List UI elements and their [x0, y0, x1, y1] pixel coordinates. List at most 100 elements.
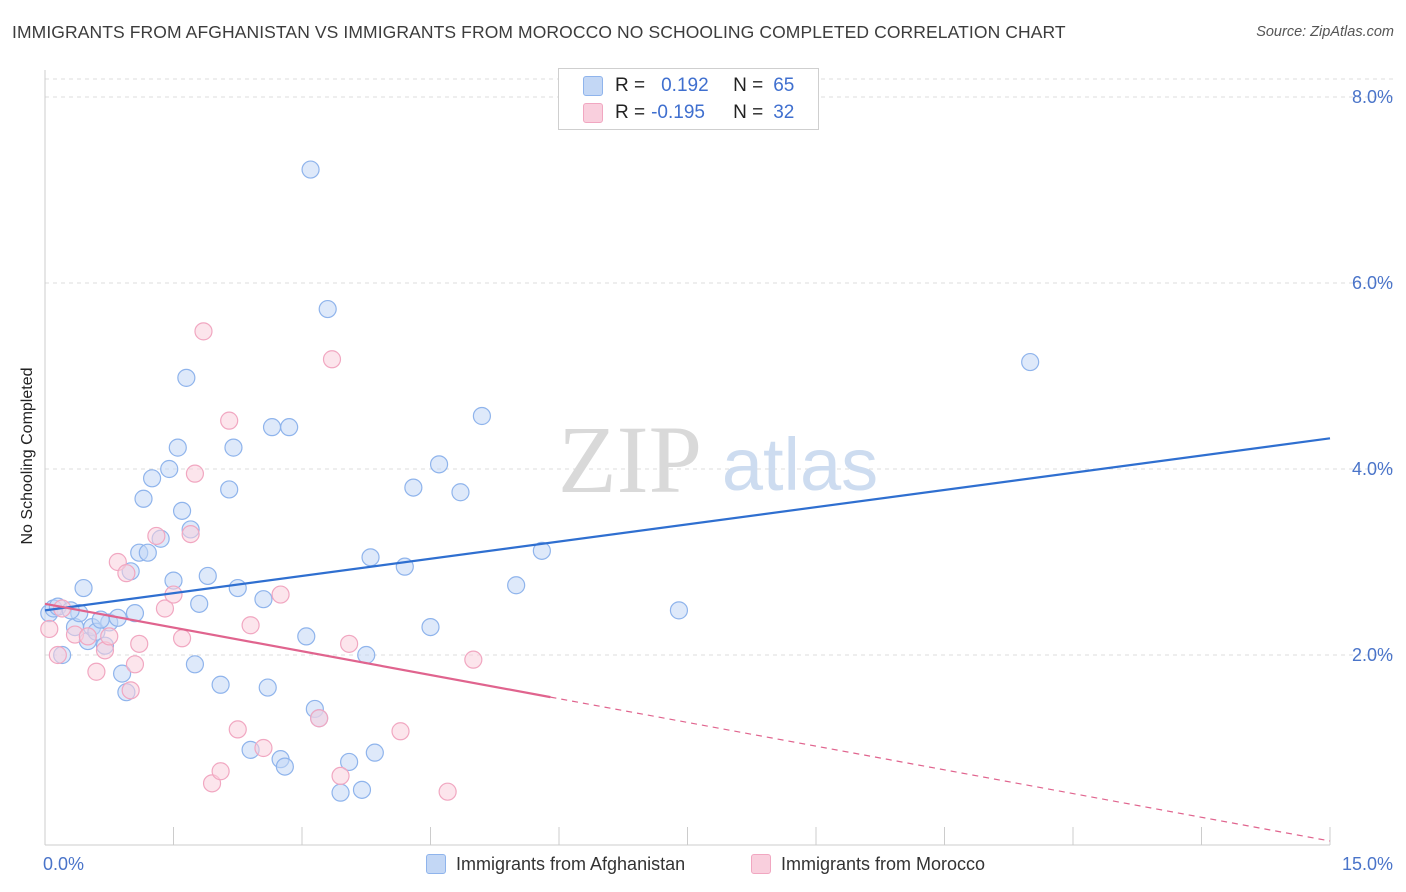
morocco-point [322, 350, 342, 369]
series-legend-afghanistan: Immigrants from Afghanistan [426, 852, 685, 876]
afghanistan-point [142, 469, 162, 488]
legend-swatch-morocco [583, 103, 603, 123]
y-tick-label: 2.0% [1352, 645, 1393, 665]
y-tick-label: 8.0% [1352, 87, 1393, 107]
morocco-trend-line [44, 602, 551, 699]
legend-r-label: R = [615, 102, 646, 123]
morocco-point [147, 526, 166, 546]
afghanistan-point [421, 617, 440, 637]
watermark-atlas: atlas [722, 423, 878, 506]
afghanistan-point [297, 627, 316, 646]
morocco-point [121, 681, 140, 700]
afghanistan-point [138, 543, 157, 562]
morocco-point [340, 634, 359, 653]
afghanistan-point [361, 548, 380, 567]
morocco-point [181, 524, 200, 544]
series-swatch-morocco [751, 854, 771, 874]
afghanistan-point [160, 459, 179, 479]
morocco-point [48, 645, 67, 665]
afghanistan-point [185, 655, 205, 674]
morocco-point [464, 650, 483, 669]
morocco-point [100, 627, 119, 646]
afghanistan-point [258, 678, 277, 697]
afghanistan-point [168, 438, 187, 457]
morocco-point [391, 722, 410, 741]
afghanistan-point [172, 501, 192, 520]
morocco-point [155, 599, 175, 618]
afghanistan-point [472, 406, 491, 426]
x-tick-label: 0.0% [43, 854, 84, 874]
legend-r-label: R = [615, 75, 646, 96]
afghanistan-point [224, 438, 243, 457]
legend-n-label: N = [733, 102, 764, 123]
legend-n-value: 65 [773, 75, 795, 96]
afghanistan-point [1021, 352, 1040, 372]
correlation-legend: R = 0.192 N = 65 R = -0.195 N = 32 [558, 68, 819, 130]
afghanistan-point [669, 601, 689, 620]
morocco-point [228, 720, 247, 739]
afghanistan-point [220, 480, 239, 499]
afghanistan-point [254, 590, 273, 609]
afghanistan-point [352, 780, 372, 799]
legend-r-value: -0.195 [651, 102, 705, 123]
afghanistan-point [211, 675, 230, 694]
afghanistan-point [112, 664, 132, 683]
afghanistan-point [532, 541, 551, 560]
morocco-point [130, 634, 149, 653]
afghanistan-point [190, 594, 209, 613]
afghanistan-point [262, 418, 282, 437]
afghanistan-point [275, 757, 294, 776]
morocco-point [87, 662, 106, 681]
afghanistan-point [340, 752, 359, 772]
afghanistan-trend-line [44, 437, 1331, 612]
morocco-point [172, 629, 192, 648]
afghanistan-point [365, 743, 384, 762]
series-swatch-afghanistan [426, 854, 446, 874]
morocco-point [125, 655, 145, 674]
x-tick-label: 15.0% [1342, 854, 1393, 874]
series-label-afghanistan: Immigrants from Afghanistan [456, 853, 686, 874]
legend-n-value: 32 [773, 102, 795, 123]
afghanistan-point [228, 578, 247, 598]
series-legend-morocco: Immigrants from Morocco [751, 852, 985, 876]
legend-row-morocco: R = -0.195 N = 32 [583, 100, 794, 126]
afghanistan-point [198, 566, 217, 586]
watermark-zip: ZIP [558, 406, 702, 513]
legend-row-afghanistan: R = 0.192 N = 65 [583, 73, 794, 99]
afghanistan-point [404, 478, 423, 497]
morocco-point [331, 766, 350, 786]
axes [44, 70, 1331, 846]
afghanistan-point [318, 299, 337, 319]
morocco-point [241, 616, 260, 635]
y-tick-label: 6.0% [1352, 273, 1393, 293]
afghanistan-point [125, 604, 145, 623]
afghanistan-point [280, 418, 299, 437]
legend-swatch-afghanistan [583, 76, 603, 96]
morocco-point [438, 782, 457, 801]
y-tick-label: 4.0% [1352, 459, 1393, 479]
afghanistan-point [451, 483, 470, 502]
legend-r-value: 0.192 [661, 75, 709, 96]
morocco-point [40, 619, 59, 639]
afghanistan-point [429, 455, 449, 474]
morocco-point [254, 738, 273, 758]
morocco-point [310, 709, 329, 728]
y-tick-labels: 2.0% 4.0% 6.0% 8.0% [1352, 87, 1393, 665]
afghanistan-point [177, 368, 196, 387]
legend-n-label: N = [733, 75, 764, 96]
morocco-point [117, 564, 136, 583]
afghanistan-point [74, 578, 93, 598]
series-label-morocco: Immigrants from Morocco [781, 853, 986, 874]
afghanistan-point [301, 160, 320, 179]
grid-lines [45, 78, 1395, 656]
data-points [40, 160, 1040, 802]
morocco-point [211, 762, 230, 781]
watermark: ZIP atlas [558, 406, 878, 513]
morocco-point [185, 464, 205, 483]
source-label: Source: ZipAtlas.com [1256, 24, 1394, 40]
morocco-point [220, 411, 239, 430]
trend-lines [44, 437, 1331, 842]
x-tick-labels: 0.0% 15.0% [43, 854, 1393, 874]
morocco-point [78, 627, 97, 646]
